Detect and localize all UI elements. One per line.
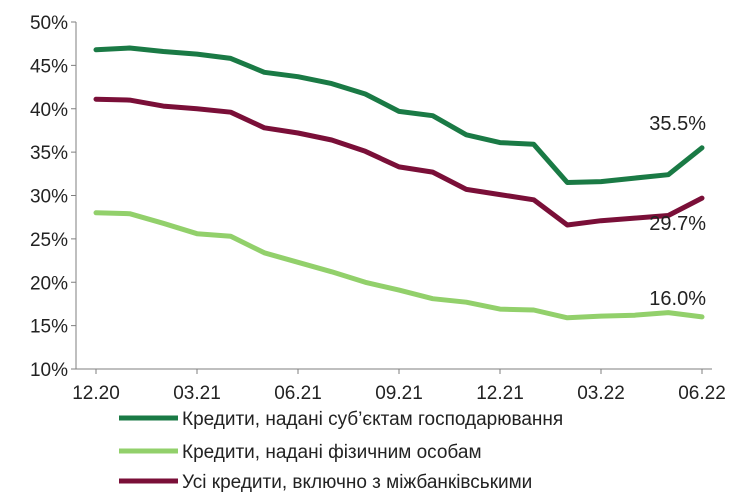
- legend-label-2: Кредити, надані фізичним особам: [182, 442, 482, 463]
- x-tick-label: 06.22: [678, 383, 726, 404]
- y-tick-label: 50%: [30, 13, 68, 34]
- data-label-3: 29.7%: [649, 213, 706, 235]
- legend-label-1: Кредити, надані суб’єктам господарювання: [182, 409, 563, 430]
- chart-axes: [71, 21, 712, 374]
- legend-label-3: Усі кредити, включно з міжбанківськими: [182, 472, 532, 493]
- x-tick-label: 06.21: [274, 383, 322, 404]
- x-tick-label: 09.21: [375, 383, 423, 404]
- y-tick-label: 30%: [30, 187, 68, 208]
- series-line-3: [93, 96, 705, 228]
- y-tick-label: 35%: [30, 143, 68, 164]
- y-tick-label: 45%: [30, 56, 68, 77]
- y-tick-label: 40%: [30, 100, 68, 121]
- data-labels: 35.5% 16.0% 29.7%: [649, 113, 706, 310]
- data-label-2: 16.0%: [649, 288, 706, 310]
- x-tick-label: 12.21: [476, 383, 524, 404]
- data-label-1: 35.5%: [649, 113, 706, 135]
- y-tick-label: 20%: [30, 273, 68, 294]
- series-lines: [93, 45, 705, 321]
- series-line-2: [93, 210, 705, 321]
- x-tick-label: 03.22: [577, 383, 625, 404]
- legend: Кредити, надані суб’єктам господарювання…: [119, 409, 563, 493]
- y-axis-tick-labels: 10% 15% 20% 25% 30% 35% 40% 45% 50%: [30, 13, 68, 381]
- y-tick-label: 25%: [30, 230, 68, 251]
- x-axis-tick-labels: 12.20 03.21 06.21 09.21 12.21 03.22 06.22: [72, 383, 726, 404]
- x-tick-label: 12.20: [72, 383, 120, 404]
- series-line-1: [93, 45, 705, 185]
- y-tick-label: 10%: [30, 360, 68, 381]
- y-tick-label: 15%: [30, 317, 68, 338]
- x-tick-label: 03.21: [173, 383, 221, 404]
